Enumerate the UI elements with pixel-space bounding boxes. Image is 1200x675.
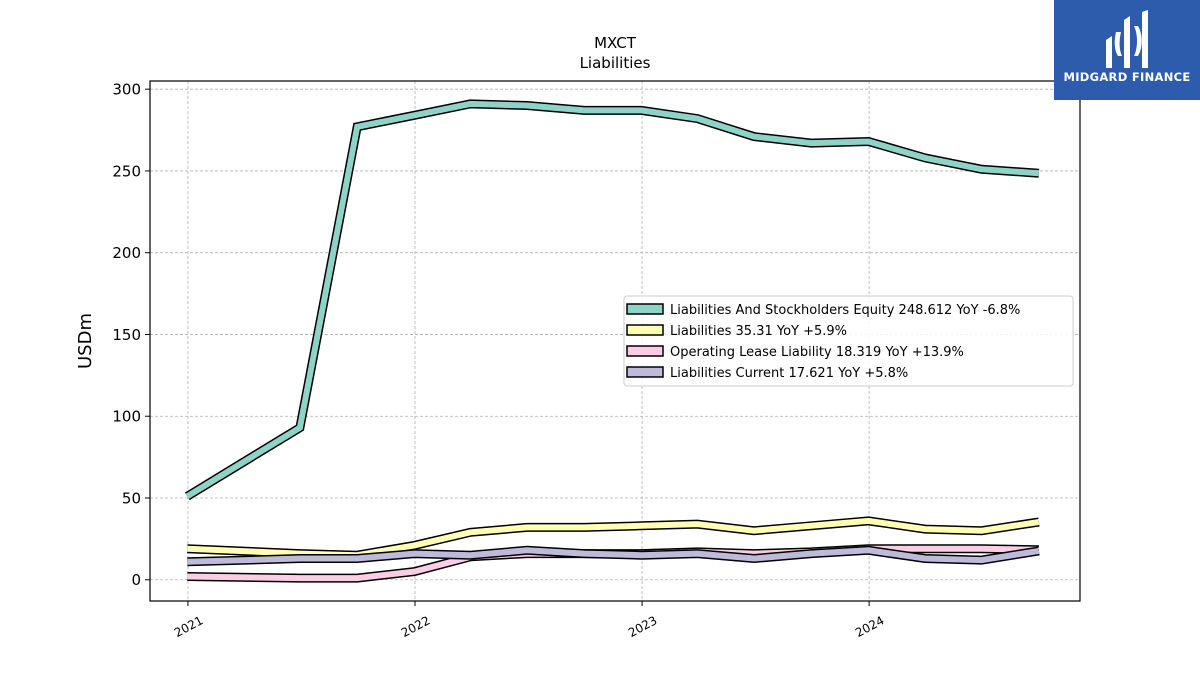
x-axis: 2021 2022 2023 2024 bbox=[172, 601, 887, 640]
chart-subtitle: Liabilities bbox=[580, 54, 651, 72]
brand-logo: MIDGARD FINANCE bbox=[1054, 0, 1200, 100]
y-axis-label: USDm bbox=[75, 313, 96, 369]
legend-label: Operating Lease Liability 18.319 YoY +13… bbox=[670, 345, 964, 360]
series-4 bbox=[187, 545, 1040, 567]
x-tick-label: 2022 bbox=[399, 613, 433, 640]
legend-label: Liabilities Current 17.621 YoY +5.8% bbox=[670, 366, 908, 381]
y-tick-label: 200 bbox=[112, 244, 141, 262]
plot-frame bbox=[149, 80, 1081, 602]
legend: Liabilities And Stockholders Equity 248.… bbox=[623, 295, 1074, 387]
series-layer bbox=[184, 99, 1040, 583]
series-2 bbox=[187, 516, 1040, 560]
legend-swatch bbox=[626, 366, 664, 378]
legend-label: Liabilities And Stockholders Equity 248.… bbox=[670, 303, 1020, 318]
x-tick-label: 2024 bbox=[853, 613, 887, 640]
legend-label: Liabilities 35.31 YoY +5.9% bbox=[670, 324, 847, 339]
x-tick-label: 2023 bbox=[626, 613, 660, 640]
series-1 bbox=[184, 99, 1040, 501]
y-tick-label: 100 bbox=[112, 408, 141, 426]
y-tick-label: 250 bbox=[112, 162, 141, 180]
chart-title: MXCT bbox=[594, 34, 637, 52]
y-axis: 0 50 100 150 200 250 300 bbox=[112, 81, 150, 589]
legend-box bbox=[623, 295, 1074, 387]
midgard-logo-icon bbox=[1106, 10, 1148, 68]
y-tick-label: 0 bbox=[131, 571, 141, 589]
series-line bbox=[187, 517, 1040, 559]
x-tick-label: 2021 bbox=[172, 613, 206, 640]
y-tick-label: 300 bbox=[112, 81, 141, 99]
y-tick-label: 150 bbox=[112, 326, 141, 344]
legend-swatch bbox=[626, 345, 664, 357]
series-line bbox=[187, 547, 1040, 565]
series-line bbox=[185, 100, 1040, 499]
y-tick-label: 50 bbox=[122, 489, 141, 507]
legend-swatch bbox=[626, 324, 664, 336]
legend-swatch bbox=[626, 303, 664, 315]
brand-name: MIDGARD FINANCE bbox=[1063, 70, 1191, 84]
